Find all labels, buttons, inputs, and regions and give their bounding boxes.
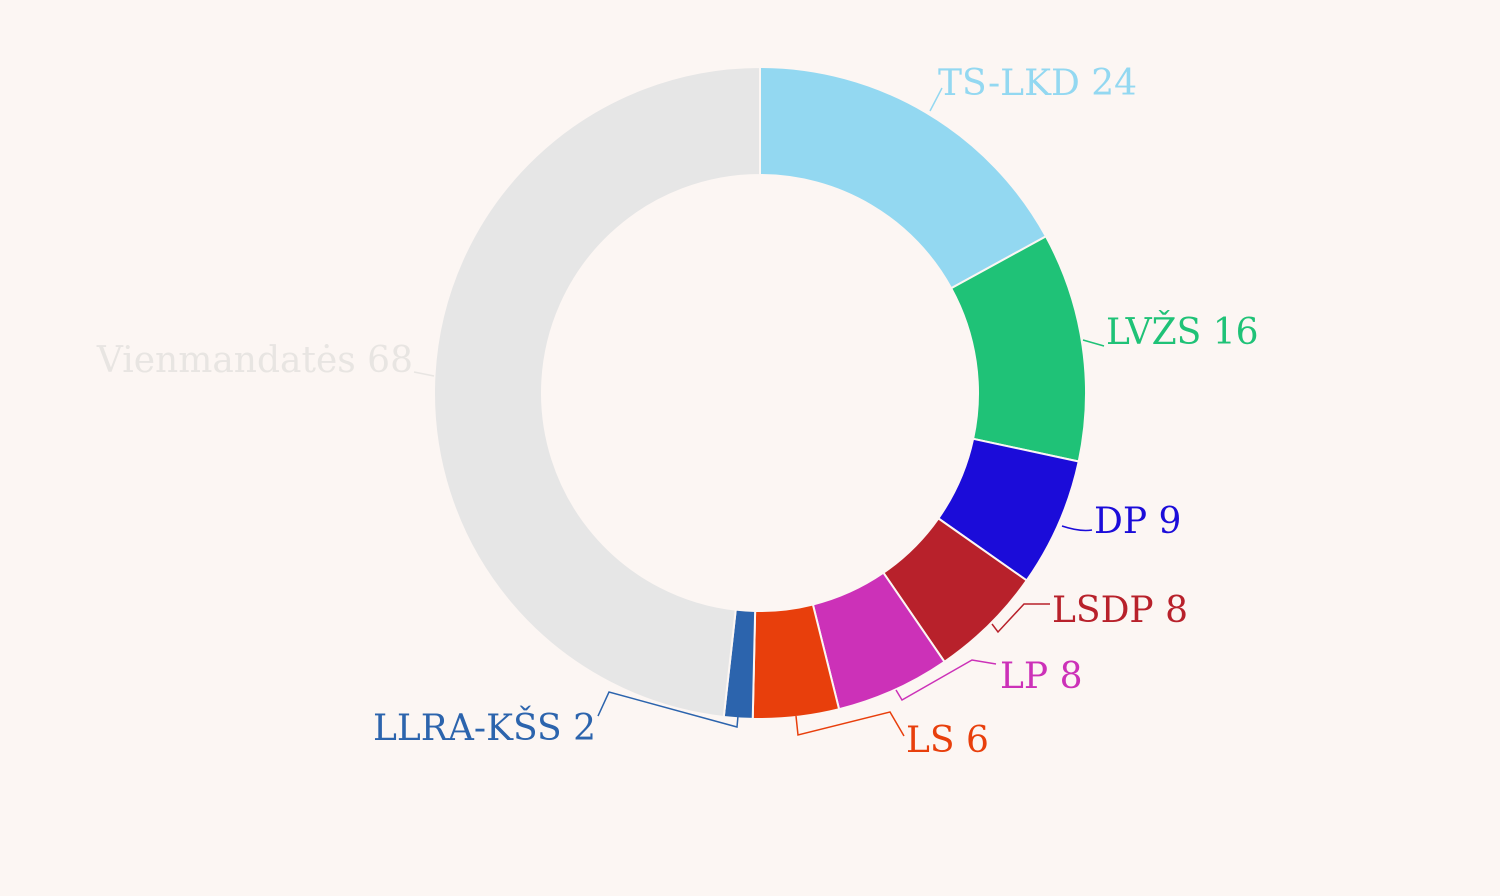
leader-line — [413, 371, 435, 377]
leader-line — [991, 603, 1050, 634]
slice-label: LS 6 — [906, 720, 989, 761]
slice-vienmandat-s — [433, 65, 761, 719]
leader-line — [895, 659, 997, 702]
slice-label: Vienmandatės 68 — [96, 340, 413, 381]
slice-ts-lkd — [759, 65, 1048, 290]
slice-label: LSDP 8 — [1052, 590, 1188, 631]
leader-line — [929, 87, 943, 112]
slice-label: DP 9 — [1094, 501, 1181, 542]
slice-label: LP 8 — [1000, 656, 1082, 697]
leader-line — [1061, 525, 1093, 532]
slice-label: LVŽS 16 — [1106, 311, 1259, 353]
leader-line — [795, 711, 905, 737]
leader-line — [1082, 339, 1105, 347]
slice-label: LLRA-KŠS 2 — [373, 707, 596, 749]
leader-line — [597, 691, 739, 728]
slice-label: TS-LKD 24 — [938, 63, 1137, 104]
